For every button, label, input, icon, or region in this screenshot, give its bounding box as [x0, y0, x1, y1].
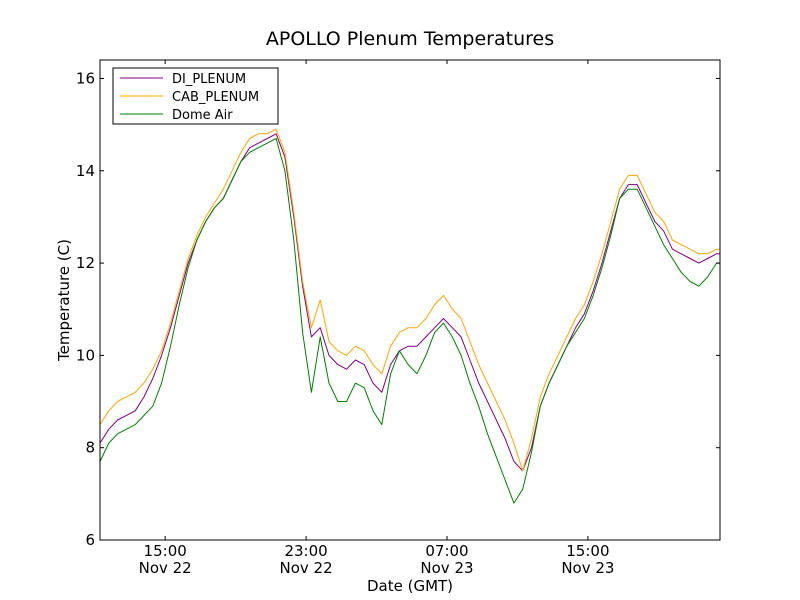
x-tick-label-time: 15:00	[144, 542, 187, 560]
legend: DI_PLENUM CAB_PLENUM Dome Air	[112, 67, 279, 125]
series-line-dome-air	[99, 138, 720, 504]
series-layer	[99, 128, 720, 504]
x-tick-label-time: 23:00	[284, 542, 327, 560]
x-tick-label-date: Nov 22	[280, 559, 333, 577]
x-tick-label-date: Nov 22	[139, 559, 192, 577]
x-tick-label-time: 07:00	[425, 542, 468, 560]
y-tick-label: 8	[85, 439, 95, 457]
plot-area	[100, 60, 720, 540]
y-tick-label: 12	[76, 254, 95, 272]
x-tick-label-date: Nov 23	[420, 559, 473, 577]
y-tick-label: 14	[76, 162, 95, 180]
y-axis-label: Temperature (C)	[55, 239, 73, 362]
y-tick-label: 16	[76, 69, 95, 87]
y-tick-label: 6	[85, 531, 95, 549]
legend-label: Dome Air	[172, 108, 233, 123]
legend-label: DI_PLENUM	[172, 72, 246, 87]
chart-title: APOLLO Plenum Temperatures	[266, 28, 554, 50]
series-line-cab-plenum	[99, 128, 720, 472]
y-tick-label: 10	[76, 346, 95, 364]
x-tick-label-date: Nov 23	[561, 559, 614, 577]
x-axis-label: Date (GMT)	[367, 577, 453, 595]
x-tick-label-time: 15:00	[566, 542, 609, 560]
legend-label: CAB_PLENUM	[172, 90, 259, 105]
plot-frame	[99, 59, 721, 541]
